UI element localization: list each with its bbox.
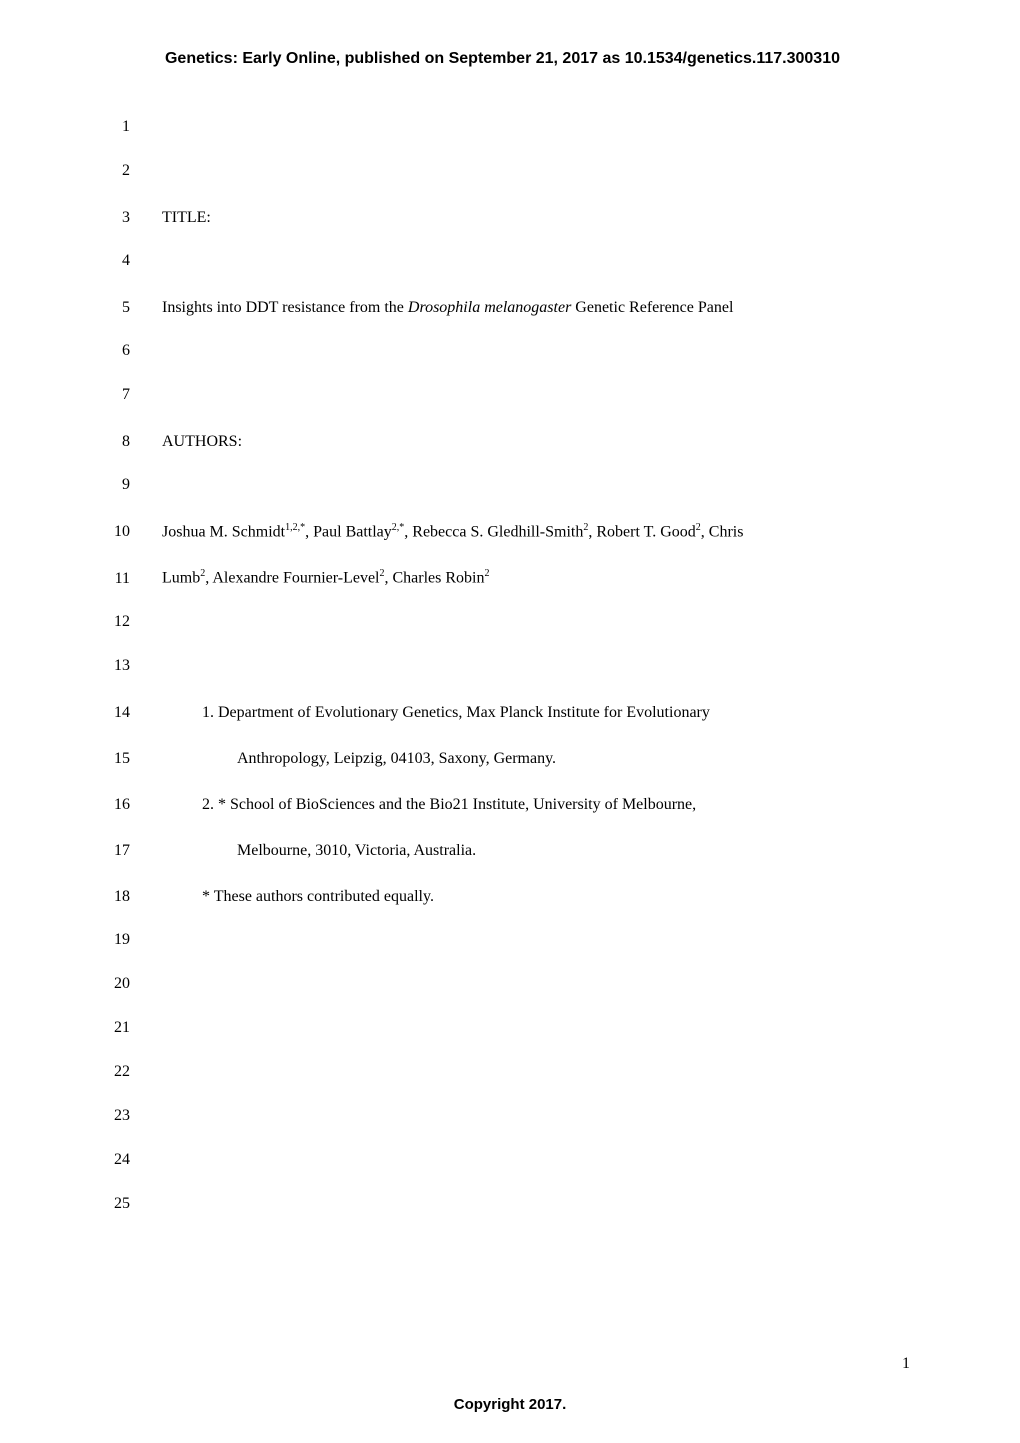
manuscript-line: 2 — [95, 162, 910, 184]
manuscript-line: 22 — [95, 1063, 910, 1085]
line-number: 15 — [95, 750, 130, 768]
line-content: Melbourne, 3010, Victoria, Australia. — [162, 839, 476, 863]
manuscript-line: 9 — [95, 476, 910, 498]
manuscript-line: 15 Anthropology, Leipzig, 04103, Saxony, … — [95, 747, 910, 771]
manuscript-line: 8 AUTHORS: — [95, 430, 910, 454]
line-number: 17 — [95, 842, 130, 860]
line-number: 24 — [95, 1151, 130, 1169]
manuscript-line: 11 Lumb2, Alexandre Fournier-Level2, Char… — [95, 566, 910, 590]
manuscript-line: 17 Melbourne, 3010, Victoria, Australia. — [95, 839, 910, 863]
line-number: 11 — [95, 570, 130, 588]
manuscript-line: 3 TITLE: — [95, 206, 910, 230]
line-number: 14 — [95, 704, 130, 722]
line-number: 23 — [95, 1107, 130, 1125]
line-content: Insights into DDT resistance from the Dr… — [162, 296, 733, 320]
line-number: 19 — [95, 931, 130, 949]
line-number: 25 — [95, 1195, 130, 1213]
manuscript-line: 10 Joshua M. Schmidt1,2,*, Paul Battlay2,… — [95, 520, 910, 544]
line-number: 4 — [95, 252, 130, 270]
manuscript-line: 25 — [95, 1195, 910, 1217]
line-number: 2 — [95, 162, 130, 180]
copyright-notice: Copyright 2017. — [0, 1396, 1020, 1413]
manuscript-line: 14 1. Department of Evolutionary Genetics… — [95, 701, 910, 725]
line-number: 5 — [95, 299, 130, 317]
line-content: Joshua M. Schmidt1,2,*, Paul Battlay2,*,… — [162, 520, 743, 544]
line-number: 10 — [95, 523, 130, 541]
line-number: 8 — [95, 433, 130, 451]
manuscript-line: 20 — [95, 975, 910, 997]
line-content: AUTHORS: — [162, 430, 242, 454]
line-number: 18 — [95, 888, 130, 906]
journal-header: Genetics: Early Online, published on Sep… — [95, 50, 910, 68]
line-number: 21 — [95, 1019, 130, 1037]
manuscript-line: 7 — [95, 386, 910, 408]
line-number: 6 — [95, 342, 130, 360]
line-number: 16 — [95, 796, 130, 814]
line-number: 20 — [95, 975, 130, 993]
line-number: 3 — [95, 209, 130, 227]
manuscript-line: 5 Insights into DDT resistance from the D… — [95, 296, 910, 320]
manuscript-line: 24 — [95, 1151, 910, 1173]
line-content: 2. * School of BioSciences and the Bio21… — [162, 793, 696, 817]
line-number: 9 — [95, 476, 130, 494]
line-content: 1. Department of Evolutionary Genetics, … — [162, 701, 710, 725]
line-content: Anthropology, Leipzig, 04103, Saxony, Ge… — [162, 747, 556, 771]
line-content: Lumb2, Alexandre Fournier-Level2, Charle… — [162, 566, 490, 590]
manuscript-line: 12 — [95, 613, 910, 635]
line-number: 7 — [95, 386, 130, 404]
line-number: 22 — [95, 1063, 130, 1081]
manuscript-line: 23 — [95, 1107, 910, 1129]
manuscript-line: 6 — [95, 342, 910, 364]
manuscript-line: 16 2. * School of BioSciences and the Bio… — [95, 793, 910, 817]
manuscript-line: 18 * These authors contributed equally. — [95, 885, 910, 909]
manuscript-line: 1 — [95, 118, 910, 140]
manuscript-line: 21 — [95, 1019, 910, 1041]
manuscript-line: 4 — [95, 252, 910, 274]
line-number: 12 — [95, 613, 130, 631]
line-number: 1 — [95, 118, 130, 136]
manuscript-line: 19 — [95, 931, 910, 953]
page-number: 1 — [902, 1355, 910, 1373]
line-content: TITLE: — [162, 206, 211, 230]
manuscript-body: 123TITLE:45Insights into DDT resistance … — [95, 118, 910, 1217]
line-content: * These authors contributed equally. — [162, 885, 434, 909]
manuscript-line: 13 — [95, 657, 910, 679]
line-number: 13 — [95, 657, 130, 675]
